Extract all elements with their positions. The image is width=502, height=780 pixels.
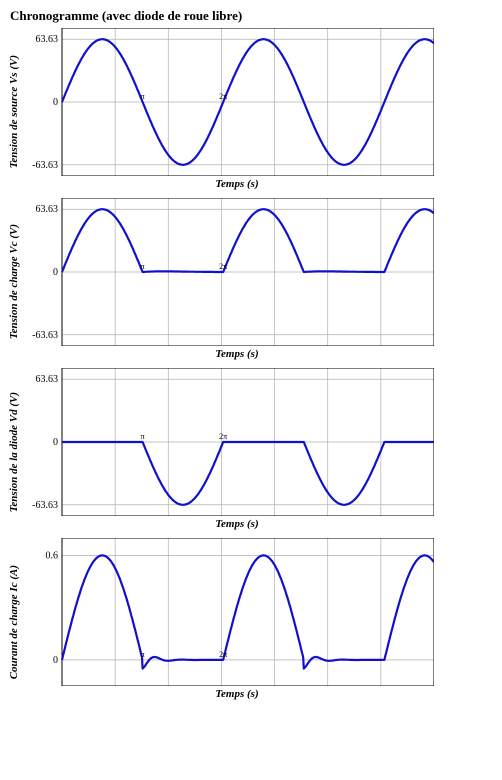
two-pi-mark: 2π <box>219 432 227 441</box>
xlabel-ic: Temps (s) <box>215 688 258 700</box>
ytick-label: -63.63 <box>32 160 58 171</box>
plot-svg-vs: π 2π -63.63 0 63.63 <box>24 28 434 176</box>
ytick-label: 0.6 <box>46 550 59 561</box>
pi-mark: π <box>141 262 145 271</box>
chart-panel-vd: Tension de la diode Vd (V) π 2π -63.63 0 63.6… <box>8 368 494 536</box>
chart-panel-vs: Tension de source Vs (V) π 2π -63.63 0 63.63 T… <box>8 28 494 196</box>
ytick-label: 0 <box>53 267 58 278</box>
xlabel-vd: Temps (s) <box>215 518 258 530</box>
ytick-label: 0 <box>53 97 58 108</box>
two-pi-mark: 2π <box>219 262 227 271</box>
ylabel-vs: Tension de source Vs (V) <box>8 55 24 168</box>
ylabel-ic: Courant de charge Ic (A) <box>8 565 24 679</box>
chart-panel-ic: Courant de charge Ic (A) π 2π 0 0.6 Temps (s) <box>8 538 494 706</box>
ytick-label: -63.63 <box>32 330 58 341</box>
pi-mark: π <box>141 650 145 659</box>
ytick-label: 63.63 <box>36 34 59 45</box>
ytick-label: 63.63 <box>36 204 59 215</box>
two-pi-mark: 2π <box>219 650 227 659</box>
xlabel-vs: Temps (s) <box>215 178 258 190</box>
curve-ic <box>62 555 434 668</box>
pi-mark: π <box>141 92 145 101</box>
plot-svg-ic: π 2π 0 0.6 <box>24 538 434 686</box>
curve-vc <box>62 209 434 272</box>
xlabel-vc: Temps (s) <box>215 348 258 360</box>
page-title: Chronogramme (avec diode de roue libre) <box>10 8 494 24</box>
chart-panel-vc: Tension de charge Vc (V) π 2π -63.63 0 63.63 T… <box>8 198 494 366</box>
pi-mark: π <box>141 432 145 441</box>
ytick-label: 0 <box>53 655 58 666</box>
panels-container: Tension de source Vs (V)π2π-63.63063.63T… <box>8 28 494 706</box>
ylabel-vd: Tension de la diode Vd (V) <box>8 392 24 512</box>
two-pi-mark: 2π <box>219 92 227 101</box>
plot-svg-vd: π 2π -63.63 0 63.63 <box>24 368 434 516</box>
curve-vd <box>62 442 434 505</box>
ytick-label: -63.63 <box>32 500 58 511</box>
ytick-label: 0 <box>53 437 58 448</box>
ylabel-vc: Tension de charge Vc (V) <box>8 224 24 339</box>
plot-svg-vc: π 2π -63.63 0 63.63 <box>24 198 434 346</box>
ytick-label: 63.63 <box>36 374 59 385</box>
